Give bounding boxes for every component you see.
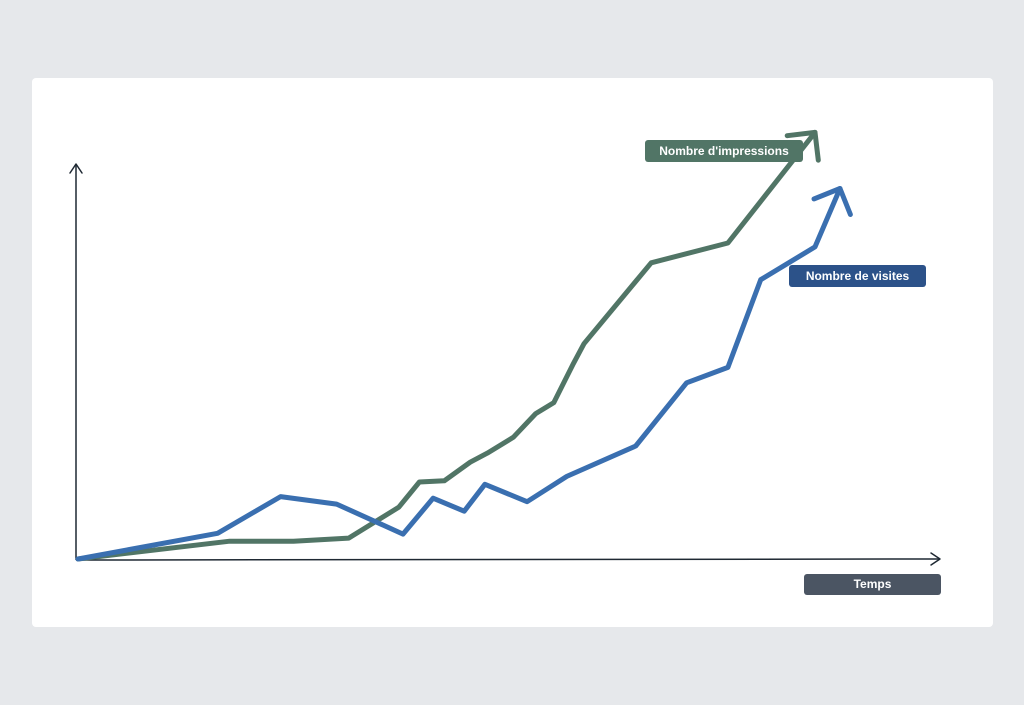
x-axis-label: Temps xyxy=(804,574,941,595)
series-layer xyxy=(75,129,853,562)
series-arrowhead-impressions-icon xyxy=(784,129,821,163)
x-axis xyxy=(75,558,941,561)
y-axis-arrow-icon xyxy=(69,163,83,174)
series-arrowhead-visites-icon xyxy=(811,186,853,217)
axes xyxy=(69,163,941,566)
x-axis-arrow-icon xyxy=(930,552,941,566)
series-line-visites xyxy=(75,186,843,562)
series-label-impressions: Nombre d'impressions xyxy=(645,140,803,162)
series-label-visites: Nombre de visites xyxy=(789,265,926,287)
series-line-impressions xyxy=(75,129,818,562)
